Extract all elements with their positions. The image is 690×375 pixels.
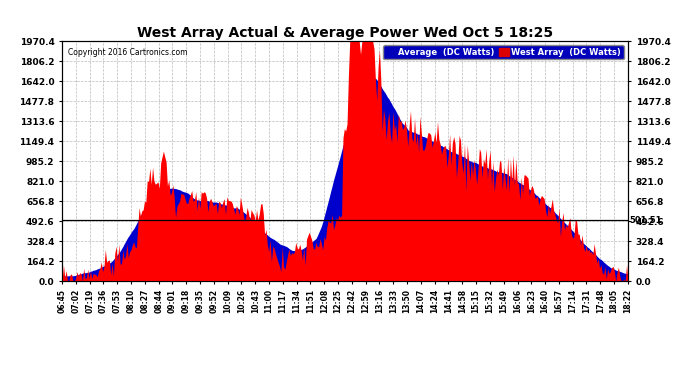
Title: West Array Actual & Average Power Wed Oct 5 18:25: West Array Actual & Average Power Wed Oc… xyxy=(137,26,553,40)
Legend: Average  (DC Watts), West Array  (DC Watts): Average (DC Watts), West Array (DC Watts… xyxy=(384,45,624,59)
Text: Copyright 2016 Cartronics.com: Copyright 2016 Cartronics.com xyxy=(68,48,187,57)
Text: 501.51: 501.51 xyxy=(629,216,662,225)
